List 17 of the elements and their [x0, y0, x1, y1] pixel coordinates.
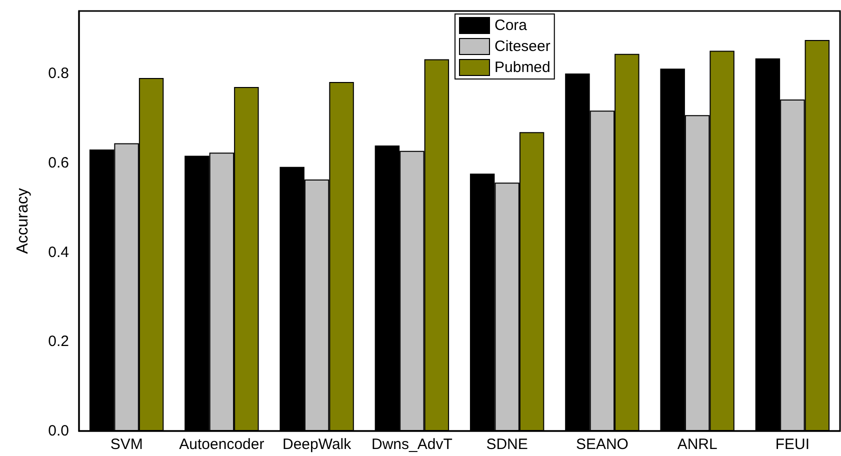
- y-tick-label: 0.2: [48, 333, 69, 350]
- x-tick-label: SEANO: [576, 436, 628, 453]
- legend-label: Pubmed: [494, 59, 550, 76]
- x-tick-label: SVM: [110, 436, 143, 453]
- y-axis-title: Accuracy: [14, 188, 32, 254]
- legend-label: Cora: [494, 17, 528, 34]
- x-tick-label: Dwns_AdvT: [372, 436, 452, 453]
- y-tick-label: 0.4: [48, 244, 69, 261]
- legend-label: Citeseer: [494, 38, 550, 55]
- y-tick-label: 0.0: [48, 422, 69, 440]
- x-tick-label: SDNE: [486, 436, 528, 453]
- x-tick-label: DeepWalk: [282, 436, 352, 453]
- x-tick-label: ANRL: [677, 436, 718, 453]
- y-tick-label: 0.6: [48, 154, 69, 172]
- x-tick-label: FEUI: [775, 436, 810, 453]
- x-tick-label: Autoencoder: [179, 436, 264, 453]
- y-tick-label: 0.8: [48, 65, 69, 82]
